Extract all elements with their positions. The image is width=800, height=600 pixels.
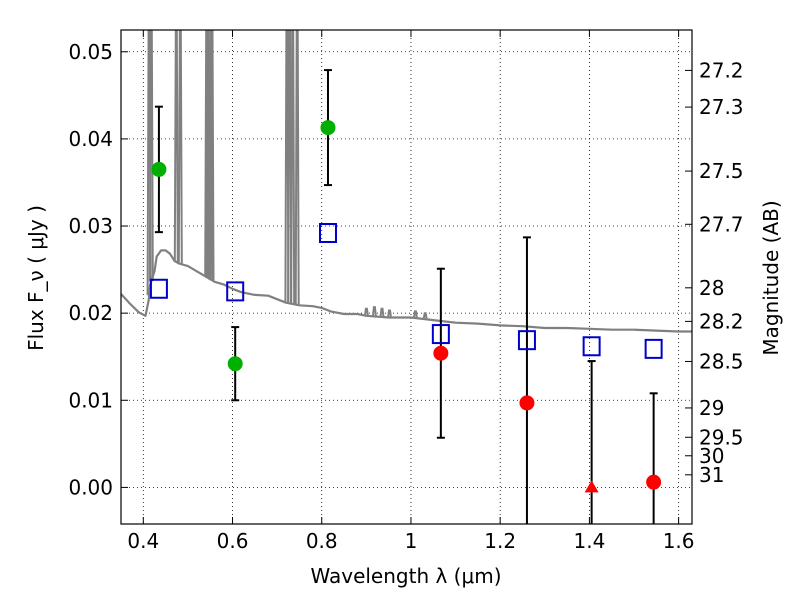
x-axis-title: Wavelength λ (μm) [310,564,501,588]
x-tick-label: 0.8 [306,529,338,553]
emission-line [205,30,211,278]
data-point-triangle [584,480,599,493]
mag-tick-label: 27.7 [699,212,744,236]
mag-tick-label: 28.2 [699,309,744,333]
plot-frame [120,29,693,525]
mag-tick-label: 27.3 [699,95,744,119]
y-axis-title-right: Magnitude (AB) [759,200,783,355]
model-photometry-square [582,336,601,357]
emission-line [173,30,179,262]
data-markers [149,120,663,493]
mag-tick-label: 31 [699,463,724,487]
model-photometry-square [431,324,450,345]
x-tick-label: 1.2 [484,529,516,553]
x-tick-label: 1.4 [573,529,605,553]
y-tick-label: 0.02 [68,301,113,325]
data-point-circle [227,356,243,372]
emission-line [387,309,392,318]
data-point-circle [519,395,535,411]
emission-line [177,30,183,264]
x-tick-label: 0.6 [217,529,249,553]
mag-tick-label: 30 [699,444,724,468]
y-tick-label: 0.01 [68,388,113,412]
mag-tick-label: 29.5 [699,425,744,449]
data-point-circle [320,120,336,136]
model-photometry-square [226,281,245,302]
x-tick-label: 0.4 [127,529,159,553]
x-tick-labels: 0.4 0.6 0.8 1 1.2 1.4 1.6 [127,529,694,553]
emission-line [290,30,296,305]
emission-line [379,307,385,318]
model-spectrum [121,30,692,333]
model-photometry-square [149,278,168,299]
model-photometry-square [644,338,663,359]
y-tick-label: 0.04 [68,127,113,151]
y-tick-label: 0.05 [68,40,113,64]
x-tick-label: 1.6 [663,529,695,553]
axis-ticks [121,30,692,524]
x-tick-label: 1 [405,529,418,553]
emission-line [287,30,293,304]
emission-line [363,307,369,316]
mag-tick-label: 28.5 [699,349,744,373]
model-photometry-square [318,223,337,244]
y-tick-label: 0.00 [68,475,113,499]
emission-line [371,306,377,317]
emission-line [209,30,215,281]
model-continuum [121,249,692,333]
emission-line [294,30,300,305]
y-tick-label: 0.03 [68,214,113,238]
mag-tick-label: 28 [699,276,724,300]
emission-line [412,310,418,319]
model-photometry-square [517,330,536,351]
mag-tick-label: 29 [699,396,724,420]
data-point-circle [433,345,449,361]
mag-tick-label: 27.2 [699,58,744,82]
emission-line [422,312,428,320]
emission-line [148,30,154,282]
y-axis-title: Flux F_ν ( μJy ) [24,205,48,351]
mag-tick-label: 27.5 [699,159,744,183]
data-point-circle [151,161,167,177]
y-tick-labels: 0.00 0.01 0.02 0.03 0.04 0.05 [68,40,113,500]
data-point-circle [646,474,662,490]
error-bars [154,69,658,524]
